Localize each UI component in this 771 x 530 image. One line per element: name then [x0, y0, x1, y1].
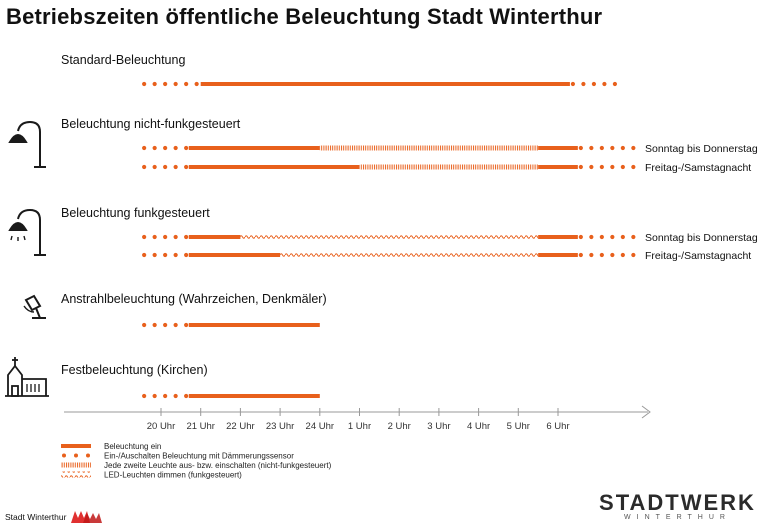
brand-name: STADTWERK [599, 490, 756, 515]
timeline-line [142, 252, 636, 258]
segment-solid [538, 253, 578, 257]
segment-wave [280, 252, 539, 258]
night-type-label: Freitag-/Samstagnacht [645, 250, 751, 262]
church-icon [5, 357, 49, 397]
segment-dots [142, 234, 189, 240]
legend-label: Ein-/Auschalten Beleuchtung mit Dämmerun… [104, 452, 294, 461]
segment-dots [142, 145, 189, 151]
legend-label: Jede zweite Leuchte aus- bzw. einschalte… [104, 461, 332, 470]
page-title: Betriebszeiten öffentliche Beleuchtung S… [6, 4, 603, 29]
timeline-line [142, 322, 320, 328]
row-2: Beleuchtung funkgesteuert Sonntag bis Don… [61, 206, 758, 262]
stadtwerk-logo: STADTWERK WINTERTHUR [590, 490, 765, 521]
segment-dots [142, 252, 189, 258]
segment-dots [578, 234, 636, 240]
segment-dots [142, 322, 189, 328]
row-label: Beleuchtung nicht-funkgesteuert [61, 117, 241, 131]
timeline-line [142, 393, 320, 399]
segment-hatched [319, 145, 539, 151]
row-3: Anstrahlbeleuchtung (Wahrzeichen, Denkmä… [61, 292, 327, 328]
radio-lamp-icon [8, 208, 46, 256]
segment-solid [188, 165, 360, 169]
row-label: Standard-Beleuchtung [61, 53, 185, 67]
axis-tick-label: 5 Uhr [507, 421, 530, 432]
segment-wave [240, 234, 539, 240]
axis-tick-label: 3 Uhr [427, 421, 450, 432]
segment-dots [142, 164, 189, 170]
segment-solid [188, 323, 320, 327]
axis-tick-label: 23 Uhr [266, 421, 295, 432]
city-lion-emblem-icon [71, 511, 103, 523]
row-0: Standard-Beleuchtung [61, 53, 618, 87]
city-logo-text: Stadt Winterthur [5, 512, 67, 522]
segment-dots [570, 81, 618, 87]
segment-solid [538, 165, 578, 169]
row-label: Beleuchtung funkgesteuert [61, 206, 210, 220]
segment-solid [538, 146, 578, 150]
night-type-label: Sonntag bis Donnerstag [645, 143, 758, 155]
segment-solid [188, 253, 281, 257]
segment-solid [200, 82, 570, 86]
legend-label: LED-Leuchten dimmen (funkgesteuert) [104, 471, 242, 480]
axis-tick-label: 4 Uhr [467, 421, 490, 432]
segment-solid [188, 394, 320, 398]
legend-item: LED-Leuchten dimmen (funkgesteuert) [61, 471, 242, 480]
timeline-line [142, 145, 636, 151]
row-label: Anstrahlbeleuchtung (Wahrzeichen, Denkmä… [61, 292, 327, 306]
timeline-line [142, 164, 636, 170]
segment-solid [538, 235, 578, 239]
legend-item: Beleuchtung ein [61, 442, 161, 451]
segment-hatched [359, 164, 539, 170]
segment-solid [188, 235, 241, 239]
legend-item: Ein-/Auschalten Beleuchtung mit Dämmerun… [62, 452, 294, 461]
legend-swatch-wave [61, 471, 91, 478]
city-logo: Stadt Winterthur [5, 509, 103, 525]
axis-tick-label: 21 Uhr [186, 421, 215, 432]
row-1: Beleuchtung nicht-funkgesteuert Sonntag b… [61, 117, 758, 174]
axis-tick-label: 24 Uhr [306, 421, 335, 432]
brand-subtitle: WINTERTHUR [624, 514, 731, 521]
spotlight-icon [23, 294, 46, 319]
street-lamp-icon [8, 120, 46, 168]
legend-item: Jede zweite Leuchte aus- bzw. einschalte… [61, 461, 332, 470]
legend-label: Beleuchtung ein [104, 442, 161, 451]
segment-solid [188, 146, 320, 150]
axis-tick-label: 1 Uhr [348, 421, 371, 432]
axis-tick-label: 22 Uhr [226, 421, 255, 432]
axis-tick-label: 20 Uhr [147, 421, 176, 432]
row-4: Festbeleuchtung (Kirchen) [61, 363, 320, 399]
legend-swatch-hatched [61, 462, 91, 468]
time-axis: 20 Uhr 21 Uhr 22 Uhr 23 Uhr 24 Uhr 1 Uhr 2 Uhr… [64, 405, 651, 432]
night-type-label: Freitag-/Samstagnacht [645, 162, 751, 174]
row-label: Festbeleuchtung (Kirchen) [61, 363, 208, 377]
segment-dots [578, 252, 636, 258]
segment-dots [578, 145, 636, 151]
segment-dots [142, 81, 199, 87]
night-type-label: Sonntag bis Donnerstag [645, 232, 758, 244]
segment-dots [578, 164, 636, 170]
legend-swatch-solid [61, 444, 91, 448]
segment-dots [142, 393, 189, 399]
timeline-line [142, 234, 636, 240]
axis-tick-label: 6 Uhr [546, 421, 569, 432]
axis-tick-label: 2 Uhr [388, 421, 411, 432]
timeline-line [142, 81, 618, 87]
